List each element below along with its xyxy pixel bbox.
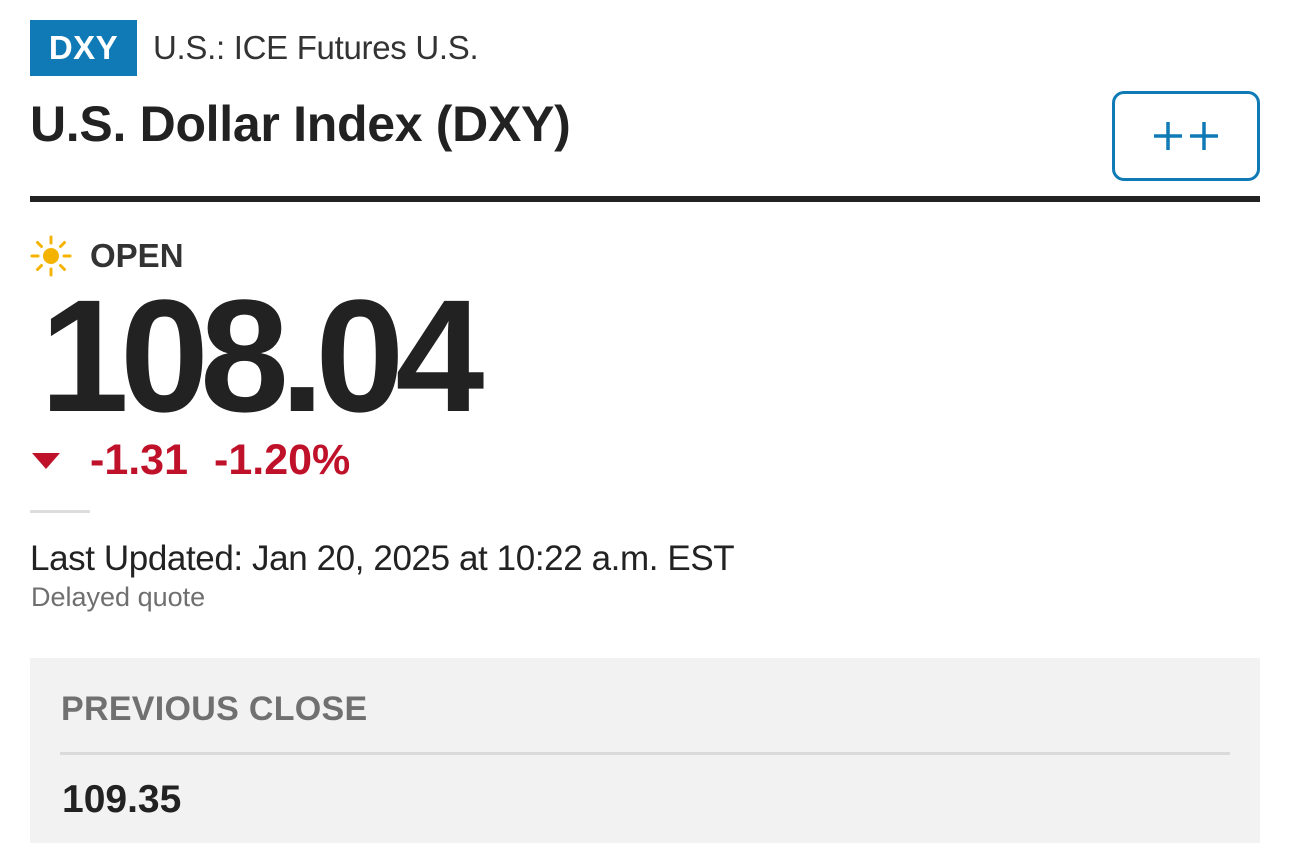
plus-plus-icon bbox=[1154, 122, 1218, 150]
price-change-percent: -1.20% bbox=[214, 435, 351, 484]
ticker-badge[interactable]: DXY bbox=[30, 20, 137, 76]
previous-close-label: PREVIOUS CLOSE bbox=[61, 690, 368, 728]
quote-divider bbox=[30, 510, 90, 513]
previous-close-panel: PREVIOUS CLOSE 109.35 bbox=[30, 658, 1260, 843]
last-updated: Last Updated: Jan 20, 2025 at 10:22 a.m.… bbox=[30, 539, 735, 578]
previous-close-value: 109.35 bbox=[62, 778, 182, 821]
sun-icon bbox=[30, 235, 72, 277]
price-change: -1.31 bbox=[90, 435, 189, 484]
add-to-watchlist-button[interactable] bbox=[1112, 91, 1260, 181]
market-status-label: OPEN bbox=[90, 237, 184, 274]
down-arrow-icon bbox=[32, 453, 60, 469]
delay-note: Delayed quote bbox=[31, 582, 206, 612]
price-change-row: -1.31 -1.20% bbox=[30, 434, 350, 486]
market-status: OPEN bbox=[30, 234, 184, 278]
title-divider bbox=[30, 196, 1260, 202]
exchange-label: U.S.: ICE Futures U.S. bbox=[153, 29, 479, 66]
ticker-row: DXY U.S.: ICE Futures U.S. bbox=[30, 20, 479, 76]
panel-divider bbox=[60, 752, 1230, 755]
page-title: U.S. Dollar Index (DXY) bbox=[30, 96, 571, 152]
last-price: 108.04 bbox=[40, 266, 484, 445]
